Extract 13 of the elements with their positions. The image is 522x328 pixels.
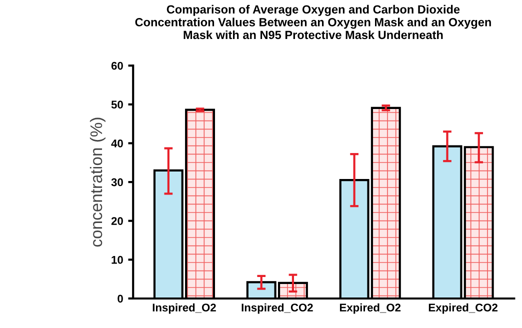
y-axis-title: concentration (%) (90, 118, 106, 247)
x-tick-label: Expired_CO2 (428, 303, 498, 314)
y-tick-label: 40 (111, 139, 123, 148)
y-tick-label: 10 (112, 256, 123, 264)
chart-title: Comparison of Average Oxygen and Carbon Dioxide Concentration Values Between an Oxygen Mask and an Oxygen Mask with an N95 Protective Mask Underneath (135, 4, 491, 40)
x-tick-label: Expired_O2 (340, 303, 401, 314)
x-tick-label: Inspired_O2 (152, 303, 216, 314)
x-tick-label: Inspired_CO2 (242, 303, 313, 314)
y-tick-label: 30 (111, 178, 123, 186)
y-tick-label: 0 (118, 294, 123, 303)
y-tick-label: 50 (111, 100, 123, 109)
y-tick-label: 60 (111, 62, 123, 70)
y-tick-label: 20 (111, 217, 123, 225)
